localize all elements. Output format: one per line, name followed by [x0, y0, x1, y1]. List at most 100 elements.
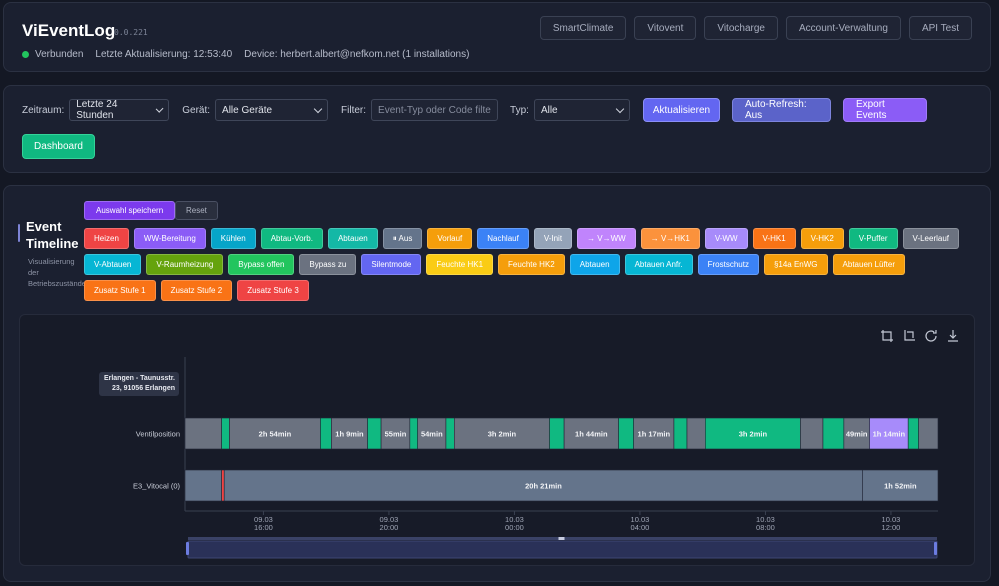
state-chip[interactable]: Abtauen Lüfter [832, 254, 906, 275]
tooltip-line-1: Erlangen - Taunusstr. [103, 375, 175, 382]
x-tick-time: 00:00 [505, 523, 524, 532]
state-chip[interactable]: Silentmode [361, 254, 422, 275]
timeline-panel: Event Timeline Visualisierung der Betrie… [3, 185, 991, 582]
segment-label: 54min [421, 430, 443, 439]
state-chip[interactable]: → V→WW [577, 228, 636, 249]
geraet-select[interactable]: Alle Geräte [215, 99, 329, 121]
x-tick-date: 09.03 [380, 515, 399, 524]
download-icon[interactable] [946, 329, 960, 343]
filter-label: Filter: [341, 104, 367, 116]
chevron-down-icon [155, 104, 164, 113]
state-chip[interactable]: Abtauen [327, 228, 378, 249]
timeline-segment [320, 417, 332, 450]
zoom-reset-icon[interactable] [902, 329, 916, 343]
segment-label: 1h 44min [575, 430, 608, 439]
state-chip[interactable]: V-Raumheizung [146, 254, 224, 275]
state-chip[interactable]: Heizen [84, 228, 129, 249]
location-tooltip: Erlangen - Taunusstr. 23, 91056 Erlangen [99, 372, 179, 396]
state-chip[interactable]: Bypass zu [299, 254, 357, 275]
state-chip[interactable]: Zusatz Stufe 1 [84, 280, 156, 301]
filter-row: Zeitraum: Letzte 24 Stunden Gerät: Alle … [22, 98, 927, 122]
state-chip[interactable]: Kühlen [210, 228, 256, 249]
state-chip[interactable]: ⏸ Aus [382, 228, 423, 249]
header-panel: ViEventLog 0.0.221 Verbunden Letzte Aktu… [3, 2, 991, 72]
segment-label: 2h 54min [259, 430, 292, 439]
zoom-handle-right[interactable] [934, 542, 937, 555]
state-chip[interactable]: §14a EnWG [763, 254, 828, 275]
timeline-segment [417, 417, 447, 450]
state-chip[interactable]: V-Abtauen [84, 254, 142, 275]
segment-label: 55min [385, 430, 407, 439]
state-chip[interactable]: Abtauen [569, 254, 620, 275]
state-chip[interactable]: Zusatz Stufe 3 [237, 280, 309, 301]
state-chip[interactable]: V-HK1 [752, 228, 796, 249]
timeline-segment [563, 417, 619, 450]
typ-value: Alle [540, 104, 558, 116]
timeline-segment [907, 417, 919, 450]
state-chip[interactable]: V-Init [533, 228, 573, 249]
state-chip[interactable]: Vorlauf [427, 228, 473, 249]
export-events-button[interactable]: Export Events [842, 98, 927, 122]
timeline-segment [221, 469, 225, 502]
nav-buttons: SmartClimate Vitovent Vitocharge Account… [539, 16, 972, 40]
nav-vitovent-button[interactable]: Vitovent [634, 16, 697, 40]
segment-label: 1h 52min [884, 482, 917, 491]
filter-input[interactable]: Event-Typ oder Code filtern... [371, 99, 499, 121]
timeline-segment [843, 417, 870, 450]
state-chip[interactable]: V-WW [704, 228, 748, 249]
state-chip[interactable]: V-Puffer [848, 228, 898, 249]
state-chip[interactable]: Abtau-Vorb. [260, 228, 323, 249]
state-chip[interactable]: Nachlauf [477, 228, 529, 249]
reset-button[interactable]: Reset [175, 201, 218, 220]
state-chip[interactable]: Feuchte HK1 [426, 254, 494, 275]
restore-icon[interactable] [924, 329, 938, 343]
dashboard-button[interactable]: Dashboard [22, 134, 95, 159]
nav-vitocharge-button[interactable]: Vitocharge [704, 16, 778, 40]
nav-smartclimate-button[interactable]: SmartClimate [539, 16, 627, 40]
nav-api-test-button[interactable]: API Test [908, 16, 972, 40]
timeline-segment [184, 469, 222, 502]
state-chip[interactable]: V-Leerlauf [902, 228, 960, 249]
update-button[interactable]: Aktualisieren [642, 98, 720, 122]
timeline-subtitle: Visualisierung der Betriebszustände [28, 256, 84, 289]
timeline-segment [800, 417, 824, 450]
status-dot-icon [22, 51, 29, 58]
state-chip[interactable]: WW-Bereitung [133, 228, 206, 249]
x-tick-time: 12:00 [882, 523, 901, 532]
x-tick-time: 20:00 [380, 523, 399, 532]
typ-select[interactable]: Alle [533, 99, 630, 121]
state-chip[interactable]: → V→HK1 [640, 228, 700, 249]
data-zoom-slider[interactable] [187, 540, 938, 559]
state-chip[interactable]: Frostschutz [697, 254, 759, 275]
chevron-down-icon [615, 104, 625, 113]
save-selection-button[interactable]: Auswahl speichern [84, 201, 176, 220]
state-chip[interactable]: Zusatz Stufe 2 [160, 280, 233, 301]
connection-status: Verbunden [35, 49, 84, 60]
zoom-select-icon[interactable] [880, 329, 894, 343]
chart-toolbox [880, 329, 960, 343]
nav-account-button[interactable]: Account-Verwaltung [785, 16, 901, 40]
timeline-segment [331, 417, 368, 450]
row-label: Ventilposition [136, 430, 180, 439]
x-tick-date: 10.03 [631, 515, 650, 524]
zeitraum-select[interactable]: Letzte 24 Stunden [69, 99, 170, 121]
auto-refresh-button[interactable]: Auto-Refresh: Aus [731, 98, 831, 122]
tooltip-line-2: 23, 91056 Erlangen [111, 385, 175, 392]
filter-placeholder: Event-Typ oder Code filtern... [378, 104, 491, 116]
x-tick-date: 10.03 [505, 515, 524, 524]
state-chip[interactable]: V-HK2 [800, 228, 844, 249]
zoom-handle-left[interactable] [186, 542, 189, 555]
x-tick-date: 10.03 [882, 515, 901, 524]
state-chip[interactable]: Feuchte HK2 [498, 254, 565, 275]
zeitraum-value: Letzte 24 Stunden [76, 99, 118, 121]
timeline-title: Event Timeline [26, 219, 79, 251]
segment-label: 49min [846, 430, 868, 439]
state-chip[interactable]: Abtauen Anfr. [624, 254, 693, 275]
state-chip[interactable]: Bypass offen [228, 254, 295, 275]
last-update: Letzte Aktualisierung: 12:53:40 [95, 49, 233, 60]
segment-label: 3h 2min [739, 430, 768, 439]
timeline-segment [673, 417, 688, 450]
timeline-segment [454, 417, 550, 450]
geraet-value: Alle Geräte [222, 104, 273, 116]
status-row: Verbunden Letzte Aktualisierung: 12:53:4… [22, 49, 469, 60]
